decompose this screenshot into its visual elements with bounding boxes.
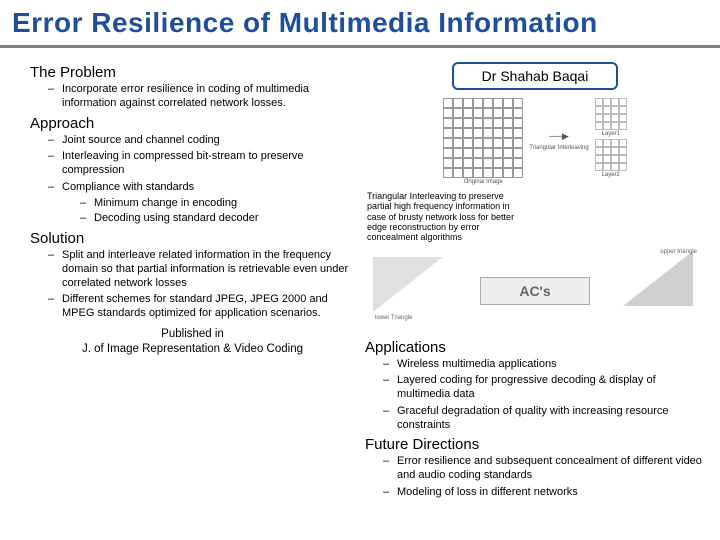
layer2-grid [595,139,627,171]
list-item: Interleaving in compressed bit-stream to… [48,150,355,178]
title-bar: Error Resilience of Multimedia Informati… [0,0,720,48]
upper-triangle: upper triangle [603,251,693,321]
original-grid [443,98,523,178]
heading-future: Future Directions [365,436,705,453]
acs-box: AC's [480,277,590,305]
fig-label-orig: Original Image [443,179,523,185]
list-item: Different schemes for standard JPEG, JPE… [48,293,355,321]
right-text-block: Applications Wireless multimedia applica… [365,339,705,500]
published-line2: J. of Image Representation & Video Codin… [82,343,303,355]
list-item: Minimum change in encoding [80,197,355,211]
arrow-label: Triangular Interleaving [529,145,588,151]
heading-solution: Solution [30,230,355,247]
published-note: Published in J. of Image Representation … [30,327,355,357]
fig-label-l2: Layer2 [595,172,627,178]
right-column: Dr Shahab Baqai Original Image ──▶Triang… [365,60,705,503]
lower-triangle: lower Triangle [373,257,463,327]
list-item: Wireless multimedia applications [383,358,705,372]
published-line1: Published in [161,328,224,340]
figure-triangles: lower Triangle AC's upper triangle [365,251,695,335]
author-box: Dr Shahab Baqai [452,62,619,90]
heading-problem: The Problem [30,64,355,81]
layer1-grid [595,98,627,130]
approach-list: Joint source and channel coding Interlea… [30,134,355,227]
heading-applications: Applications [365,339,705,356]
arrow-icon: ──▶Triangular Interleaving [529,132,588,152]
tri-label-upper: upper triangle [660,249,697,255]
figure-caption: Triangular Interleaving to preserve part… [367,191,517,243]
list-item: Compliance with standards Minimum change… [48,181,355,226]
tri-label-lower: lower Triangle [375,315,412,321]
fig-label-l1: Layer1 [595,131,627,137]
list-item-text: Compliance with standards [62,181,194,193]
list-item: Decoding using standard decoder [80,212,355,226]
list-item: Split and interleave related information… [48,249,355,290]
list-item: Incorporate error resilience in coding o… [48,83,355,111]
approach-sublist: Minimum change in encoding Decoding usin… [62,197,355,227]
heading-approach: Approach [30,115,355,132]
figure-interleaving: Original Image ──▶Triangular Interleavin… [365,98,705,185]
orig-grid-wrap: Original Image [443,98,523,185]
list-item: Layered coding for progressive decoding … [383,374,705,402]
applications-list: Wireless multimedia applications Layered… [365,358,705,433]
list-item: Error resilience and subsequent concealm… [383,455,705,483]
solution-list: Split and interleave related information… [30,249,355,321]
content-area: The Problem Incorporate error resilience… [0,52,720,540]
list-item: Graceful degradation of quality with inc… [383,405,705,433]
list-item: Joint source and channel coding [48,134,355,148]
slide-title: Error Resilience of Multimedia Informati… [12,7,598,39]
list-item: Modeling of loss in different networks [383,486,705,500]
layer-stack: Layer1 Layer2 [595,98,627,178]
left-column: The Problem Incorporate error resilience… [30,60,355,357]
problem-list: Incorporate error resilience in coding o… [30,83,355,111]
future-list: Error resilience and subsequent concealm… [365,455,705,499]
